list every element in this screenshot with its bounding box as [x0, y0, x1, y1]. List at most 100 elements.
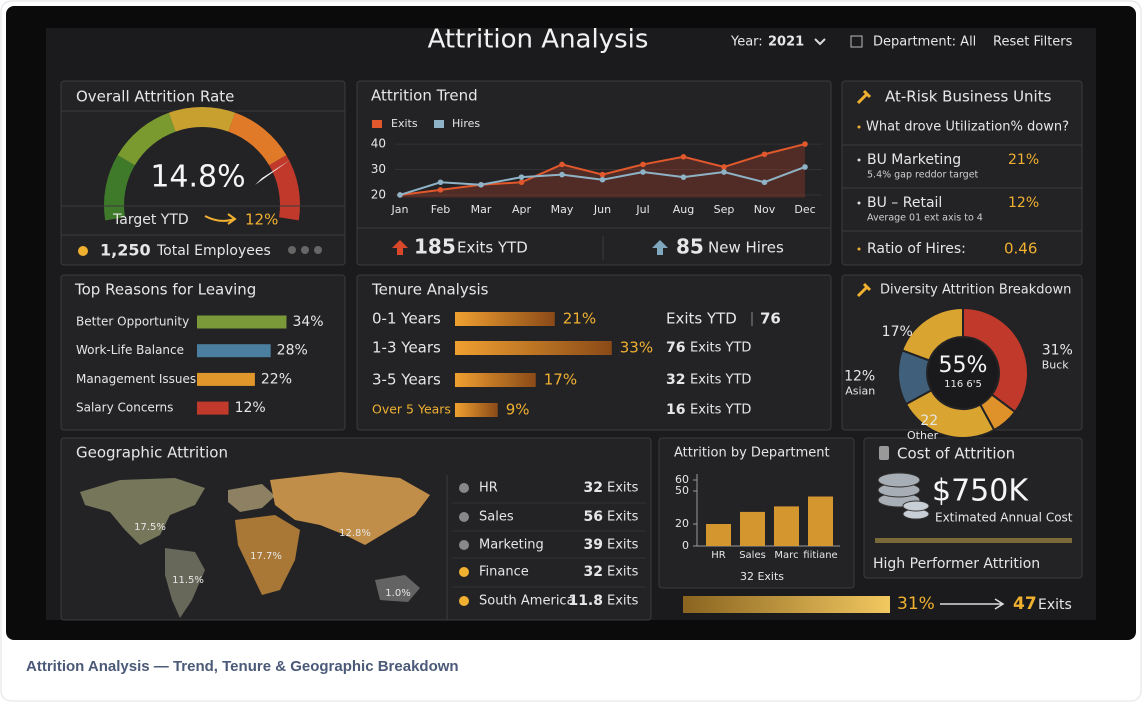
x-tick-label: fiitiane: [803, 550, 837, 561]
map-region: [80, 478, 205, 545]
value-label: 9%: [506, 401, 530, 419]
category-label: 0-1 Years: [372, 310, 441, 328]
exits-label: Exits YTD: [690, 373, 751, 388]
row-count: 39: [584, 537, 603, 553]
x-tick-label: Jun: [593, 203, 611, 216]
filter-dropdown: Department: All: [873, 35, 976, 50]
point: [721, 164, 727, 170]
row-unit: Exits: [607, 538, 639, 553]
value-label: 33%: [620, 339, 653, 357]
x-tick-label: May: [551, 203, 574, 216]
rate-value: 31%: [897, 594, 935, 614]
point: [397, 192, 403, 198]
people-icon: [78, 246, 88, 256]
category-label: Better Opportunity: [76, 315, 189, 329]
reset-button[interactable]: Reset Filters: [993, 35, 1073, 50]
point: [640, 161, 646, 168]
point: [559, 161, 565, 168]
x-tick-label: Nov: [754, 203, 776, 216]
value-label: 21%: [563, 310, 596, 328]
point: [599, 171, 606, 178]
point: [802, 141, 808, 147]
x-tick-label: Jan: [391, 203, 409, 216]
x-tick-label: Aug: [673, 203, 694, 216]
panel: [60, 80, 346, 266]
exits-label: Exits YTD: [690, 403, 751, 418]
point: [437, 187, 444, 193]
divider-bar: [875, 538, 1072, 543]
panel-title: Overall Attrition Rate: [76, 88, 234, 106]
section-label: High Performer Attrition: [873, 556, 1040, 572]
exits-count: 76: [666, 340, 685, 356]
wrench-icon: [856, 89, 872, 105]
up-arrow: [652, 240, 668, 255]
legend-label: Hires: [452, 117, 480, 130]
slice-label: 31%: [1042, 343, 1073, 359]
gauge-value: 14.8%: [150, 160, 245, 195]
value-label: 28%: [277, 343, 308, 359]
point: [478, 181, 484, 188]
point: [680, 154, 687, 160]
ratio-value: 0.46: [1004, 240, 1037, 258]
exits-count: 16: [666, 402, 685, 418]
value-label: 22%: [261, 371, 292, 387]
exits-count: 32: [666, 372, 685, 388]
row-unit: Exits: [607, 481, 639, 496]
employee-count: 1,250: [100, 241, 151, 260]
kpi-value: 185: [414, 235, 456, 259]
slice-name: Buck: [1042, 359, 1070, 372]
category-label: 3-5 Years: [372, 371, 441, 389]
bar: [455, 312, 555, 326]
value-label: 12%: [235, 400, 266, 416]
unit-name: BU – Retail: [867, 195, 942, 211]
people-icon: [288, 246, 296, 254]
question: What drove Utilization% down?: [866, 120, 1069, 135]
panel-title: Tenure Analysis: [371, 281, 489, 299]
bar: [774, 506, 799, 546]
gauge-arc: [104, 155, 136, 221]
point: [559, 171, 565, 178]
slice-label: 22: [920, 413, 938, 429]
point: [599, 176, 606, 183]
progress-bar: [683, 596, 890, 613]
gauge-arc: [168, 107, 236, 132]
bullet: [857, 125, 861, 129]
point: [761, 179, 768, 186]
y-tick-label: 20: [371, 187, 386, 201]
map-region: [228, 484, 275, 512]
point: [802, 164, 808, 170]
row-icon: [459, 483, 469, 493]
unit-note: Average 01 ext axis to 4: [867, 213, 983, 224]
map-label: 17.7%: [250, 551, 282, 562]
row-count: 11.8: [568, 593, 603, 609]
row-count: 32: [584, 564, 603, 580]
people-icon: [314, 246, 322, 254]
chevron: [814, 38, 826, 46]
point: [680, 174, 687, 180]
x-tick-label: Dec: [794, 203, 815, 216]
x-tick-label: Sales: [739, 550, 766, 561]
cost-label: Extimated Annual Cost: [935, 511, 1073, 525]
row-icon: [459, 596, 469, 606]
legend-swatch: [434, 120, 444, 128]
legend-swatch: [372, 120, 382, 128]
bar: [455, 341, 612, 355]
x-tick-label: HR: [711, 550, 726, 561]
point: [518, 174, 525, 180]
map-region: [235, 515, 300, 595]
panel-title: Cost of Attrition: [897, 445, 1015, 463]
slice-name: Other: [907, 429, 939, 442]
row-count: 56: [584, 509, 603, 525]
row-name: Marketing: [479, 538, 544, 553]
category-label: Over 5 Years: [372, 402, 451, 417]
panel-title: Top Reasons for Leaving: [74, 281, 256, 299]
exits-count: 47: [1013, 594, 1037, 614]
filter-label: Year:: [730, 35, 763, 50]
map-region: [375, 575, 420, 602]
point: [761, 151, 768, 158]
kpi-label: Exits YTD: [457, 239, 528, 257]
row-icon: [459, 567, 469, 577]
category-label: Salary Concerns: [76, 401, 173, 415]
exits-label: Exits YTD: [690, 341, 751, 356]
unit-note: 5.4% gap reddor target: [867, 170, 979, 181]
